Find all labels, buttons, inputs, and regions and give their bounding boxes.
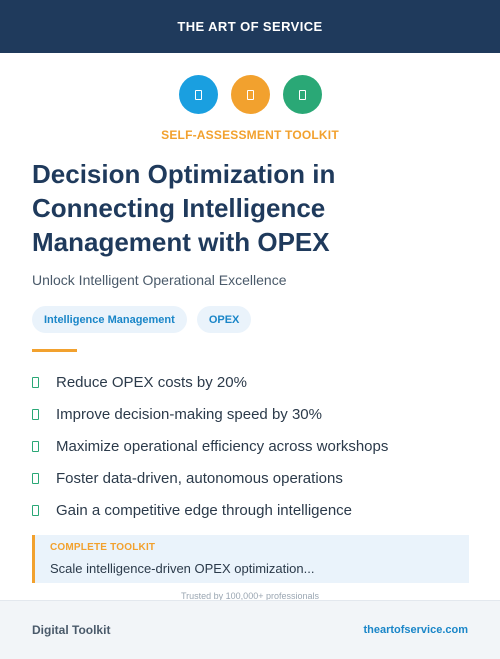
document-icon-blue <box>178 75 218 114</box>
footer-label: Digital Toolkit <box>32 623 111 637</box>
title-line: Connecting Intelligence <box>32 193 326 223</box>
header-bar: THE ART OF SERVICE <box>0 0 500 53</box>
toolkit-callout: COMPLETE TOOLKIT Scale intelligence-driv… <box>32 535 469 583</box>
check-icon <box>32 472 39 484</box>
title-line: Decision Optimization in <box>32 159 336 189</box>
document-icon <box>298 89 306 100</box>
benefit-text: Reduce OPEX costs by 20% <box>56 373 247 391</box>
footer-bar: Digital Toolkit theartofservice.com <box>0 600 500 659</box>
website-link[interactable]: theartofservice.com <box>363 624 468 636</box>
check-icon <box>32 408 39 420</box>
benefit-list: Reduce OPEX costs by 20% Improve decisio… <box>32 366 388 526</box>
benefit-text: Maximize operational efficiency across w… <box>56 437 389 455</box>
document-icon-green <box>282 75 322 114</box>
check-icon <box>32 504 39 516</box>
tag-list: Intelligence Management OPEX <box>32 306 252 333</box>
benefit-item: Improve decision-making speed by 30% <box>32 398 388 430</box>
benefit-text: Improve decision-making speed by 30% <box>56 405 322 423</box>
benefit-text: Gain a competitive edge through intellig… <box>56 501 353 519</box>
document-icon-orange <box>230 75 270 114</box>
tag-opex[interactable]: OPEX <box>196 306 252 333</box>
check-icon <box>32 440 39 452</box>
document-icon <box>246 89 254 100</box>
benefit-item: Maximize operational efficiency across w… <box>32 430 388 462</box>
benefit-text: Foster data-driven, autonomous operation… <box>56 469 343 487</box>
benefit-item: Foster data-driven, autonomous operation… <box>32 462 388 494</box>
brand-name: THE ART OF SERVICE <box>177 19 323 34</box>
benefit-item: Reduce OPEX costs by 20% <box>32 366 388 398</box>
title-line: Management with OPEX <box>32 227 330 257</box>
page-title: Decision Optimization in Connecting Inte… <box>32 157 472 259</box>
callout-label: COMPLETE TOOLKIT <box>50 542 156 553</box>
accent-divider <box>32 349 77 352</box>
subtitle: Unlock Intelligent Operational Excellenc… <box>32 272 287 288</box>
eyebrow-label: SELF-ASSESSMENT TOOLKIT <box>161 128 339 142</box>
tag-intelligence-management[interactable]: Intelligence Management <box>32 306 187 333</box>
trusted-note: Trusted by 100,000+ professionals <box>180 591 319 601</box>
benefit-item: Gain a competitive edge through intellig… <box>32 494 388 526</box>
icon-row <box>0 75 500 114</box>
check-icon <box>32 376 39 388</box>
callout-text: Scale intelligence-driven OPEX optimizat… <box>50 561 315 576</box>
document-icon <box>194 89 202 100</box>
